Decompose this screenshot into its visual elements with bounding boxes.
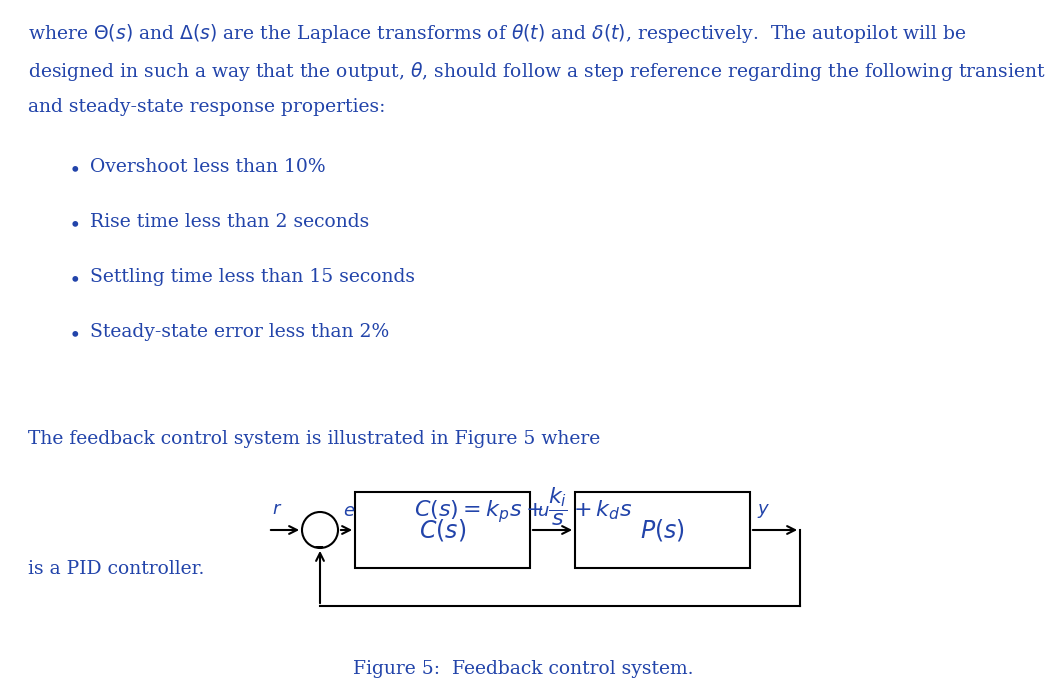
Text: $\bullet$: $\bullet$ [68,158,79,177]
Text: Overshoot less than 10%: Overshoot less than 10% [90,158,325,176]
Text: $e$: $e$ [343,502,356,520]
Text: $\bullet$: $\bullet$ [68,323,79,342]
Text: $r$: $r$ [272,500,282,518]
Text: $\bullet$: $\bullet$ [68,268,79,287]
Text: is a PID controller.: is a PID controller. [28,560,204,578]
Bar [575,492,750,568]
Bar [355,492,530,568]
Text: $-$: $-$ [314,540,324,553]
Text: $y$: $y$ [757,502,770,520]
Text: $P(s)$: $P(s)$ [640,517,685,543]
Text: and steady-state response properties:: and steady-state response properties: [28,98,385,116]
Text: Steady-state error less than 2%: Steady-state error less than 2% [90,323,389,341]
Text: The feedback control system is illustrated in Figure 5 where: The feedback control system is illustrat… [28,430,600,448]
Text: $C(s)$: $C(s)$ [419,517,467,543]
Text: $u$: $u$ [537,502,549,520]
Text: where $\Theta(s)$ and $\Delta(s)$ are the Laplace transforms of $\theta(t)$ and : where $\Theta(s)$ and $\Delta(s)$ are th… [28,22,967,45]
Text: $\bullet$: $\bullet$ [68,213,79,232]
Text: Figure 5:  Feedback control system.: Figure 5: Feedback control system. [353,660,693,678]
Text: Rise time less than 2 seconds: Rise time less than 2 seconds [90,213,369,231]
Text: Settling time less than 15 seconds: Settling time less than 15 seconds [90,268,415,286]
Text: designed in such a way that the output, $\theta$, should follow a step reference: designed in such a way that the output, … [28,60,1046,83]
Text: $C(s) = k_p s + \dfrac{k_i}{s} + k_d s$: $C(s) = k_p s + \dfrac{k_i}{s} + k_d s$ [414,485,632,528]
